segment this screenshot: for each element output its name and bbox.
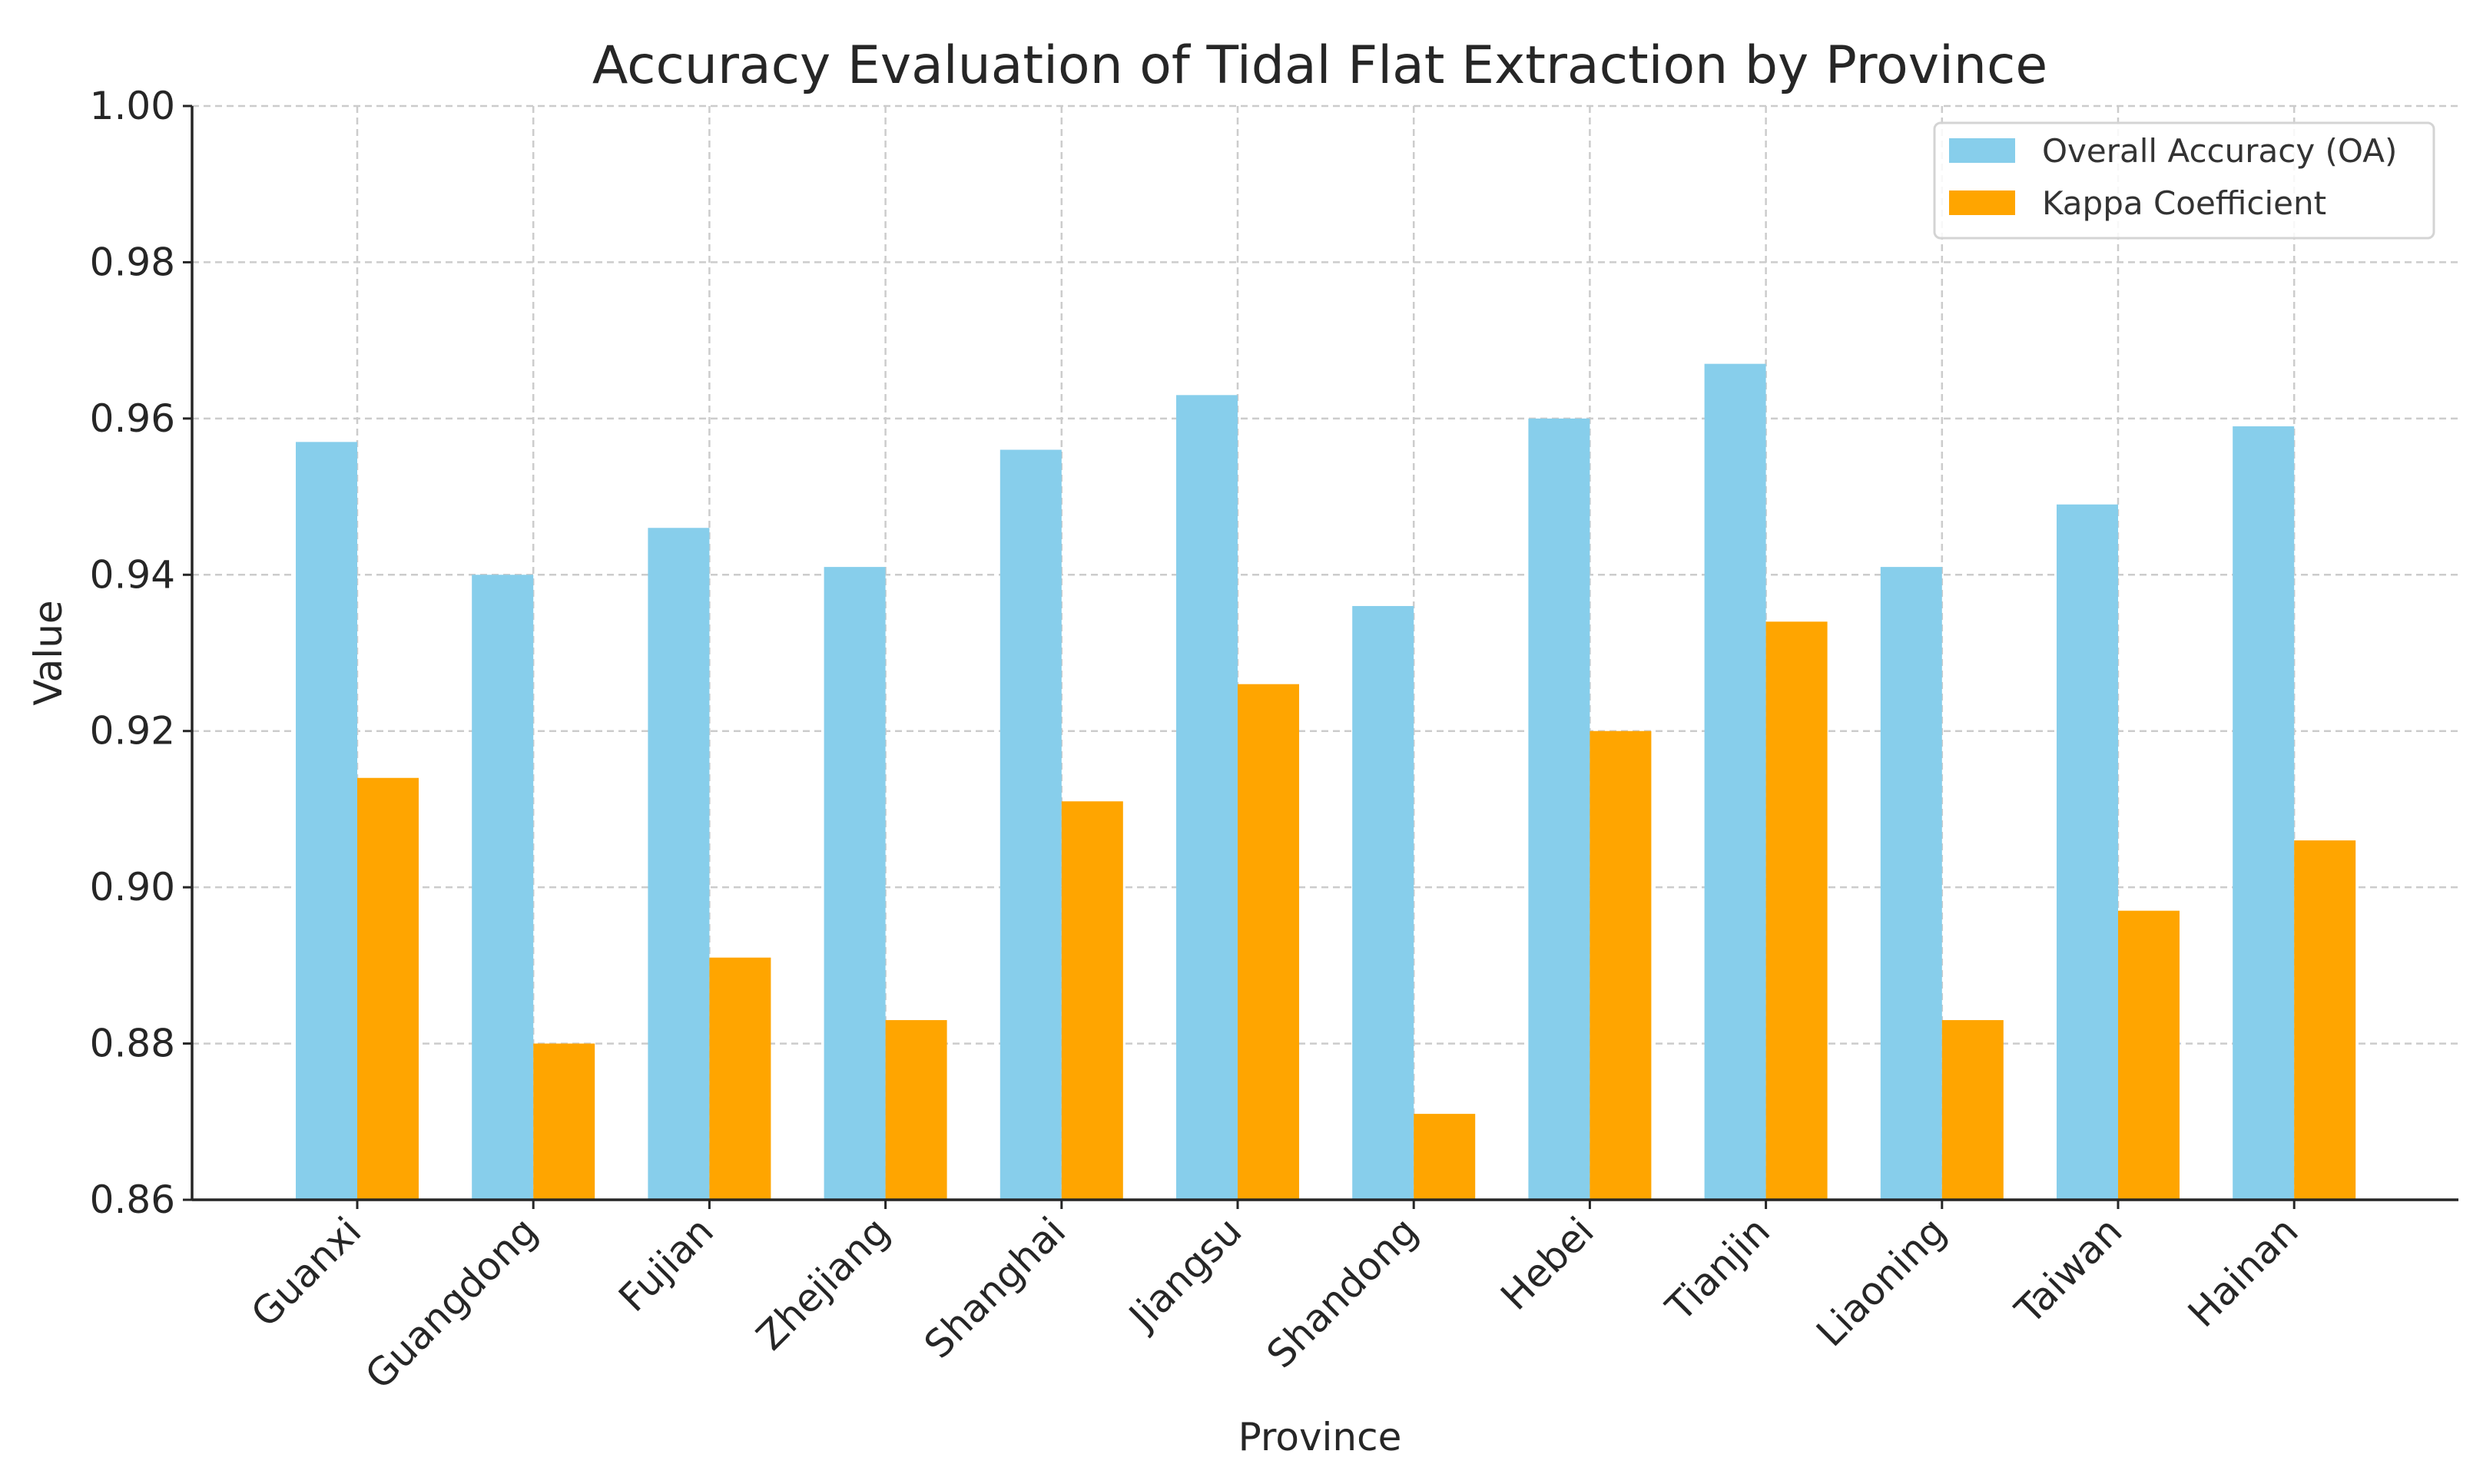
bar-kappa-zhejiang	[885, 1020, 947, 1200]
legend-label-kappa: Kappa Coefficient	[2042, 184, 2326, 222]
y-tick-label: 0.94	[90, 552, 175, 597]
axes	[191, 106, 2458, 1201]
bar-kappa-taiwan	[2118, 910, 2180, 1200]
bar-kappa-hainan	[2294, 840, 2356, 1200]
legend-label-oa: Overall Accuracy (OA)	[2042, 132, 2397, 170]
y-tick-label: 0.88	[90, 1022, 175, 1066]
y-axis-label: Value	[26, 600, 71, 705]
legend-swatch-oa	[1949, 138, 2015, 163]
y-tick-label: 0.92	[90, 709, 175, 754]
y-tick-label: 0.98	[90, 240, 175, 284]
bar-oa-taiwan	[2057, 504, 2118, 1200]
bar-kappa-jiangsu	[1238, 684, 1299, 1200]
bar-oa-tianjin	[1704, 363, 1766, 1201]
y-tick-label: 0.90	[90, 865, 175, 909]
bar-kappa-liaoning	[1941, 1020, 2004, 1200]
bar-oa-zhejiang	[824, 567, 886, 1200]
y-ticks: 0.86 0.88 0.90 0.92 0.94 0.96 0.98 1.00	[90, 84, 192, 1222]
bar-oa-shanghai	[999, 449, 1062, 1200]
bar-oa-guanxi	[296, 442, 357, 1200]
bar-oa-jiangsu	[1176, 395, 1238, 1201]
bar-kappa-guanxi	[357, 777, 419, 1200]
y-tick-label: 0.96	[90, 396, 175, 441]
bar-oa-shandong	[1352, 605, 1414, 1200]
bar-kappa-shanghai	[1061, 801, 1123, 1200]
bar-kappa-tianjin	[1765, 621, 1828, 1200]
bar-oa-hebei	[1528, 418, 1590, 1200]
bar-kappa-guangdong	[533, 1043, 595, 1200]
x-axis-label: Province	[1238, 1415, 1402, 1459]
bar-kappa-hebei	[1590, 730, 1652, 1200]
legend: Overall Accuracy (OA) Kappa Coefficient	[1933, 121, 2435, 240]
bar-kappa-fujian	[709, 957, 771, 1200]
y-tick-label: 1.00	[90, 84, 175, 128]
y-tick-label: 0.86	[90, 1178, 175, 1222]
legend-box	[1933, 121, 2435, 240]
chart-title: Accuracy Evaluation of Tidal Flat Extrac…	[592, 35, 2047, 96]
bar-oa-fujian	[648, 528, 710, 1200]
bar-kappa-shandong	[1414, 1114, 1476, 1200]
bar-oa-guangdong	[472, 575, 534, 1200]
bar-oa-liaoning	[1880, 567, 1942, 1200]
bars	[296, 363, 2356, 1201]
bar-oa-hainan	[2233, 426, 2295, 1200]
legend-swatch-kappa	[1949, 190, 2015, 215]
